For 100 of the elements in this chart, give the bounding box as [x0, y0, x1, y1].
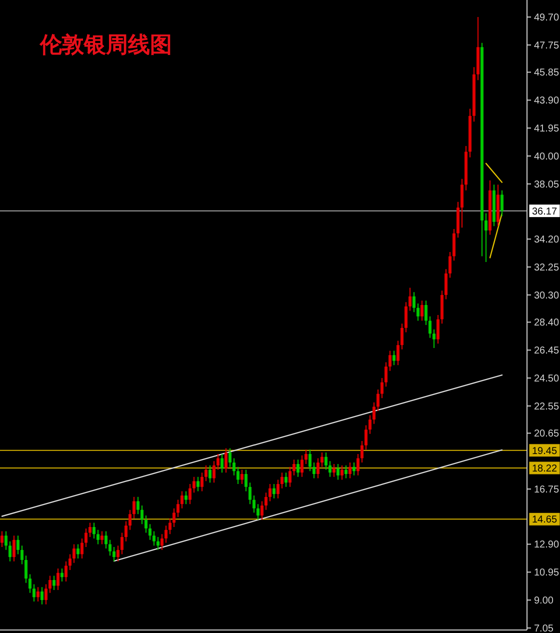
- candlestick: [196, 476, 200, 492]
- candlestick: [28, 574, 32, 594]
- candlestick: [24, 555, 28, 584]
- ref-line-label: 36.17: [532, 206, 558, 218]
- y-tick-label: 32.25: [534, 262, 560, 274]
- candlestick: [360, 440, 364, 464]
- candlestick: [236, 466, 240, 485]
- y-tick-label: 24.50: [534, 374, 560, 385]
- candlestick: [332, 463, 336, 478]
- candlestick: [448, 251, 452, 278]
- candlestick: [244, 469, 248, 492]
- candlestick: [20, 545, 24, 565]
- candlestick: [424, 300, 428, 326]
- candlestick: [48, 575, 52, 594]
- candlestick: [264, 492, 268, 510]
- y-tick-label: 28.40: [534, 318, 560, 329]
- candlestick: [204, 464, 208, 482]
- candlestick: [420, 300, 424, 322]
- candlestick: [64, 560, 68, 582]
- candlestick: [220, 453, 224, 474]
- candlestick: [344, 464, 348, 479]
- y-tick-label: 12.90: [534, 540, 560, 551]
- candlestick: [320, 452, 324, 468]
- ref-line-label: 14.65: [532, 514, 558, 526]
- candlestick: [252, 494, 256, 514]
- candlestick: [248, 482, 252, 505]
- candlestick: [184, 490, 188, 505]
- candlestick: [364, 424, 368, 450]
- candlestick: [52, 575, 56, 591]
- candlestick: [132, 496, 136, 519]
- candlestick: [356, 453, 360, 476]
- candlestick: [400, 323, 404, 350]
- candlestick: [316, 458, 320, 479]
- candlestick: [240, 469, 244, 485]
- candlestick: [460, 178, 464, 228]
- candlestick: [188, 484, 192, 505]
- candlestick: [484, 212, 488, 262]
- candlestick: [88, 522, 92, 538]
- candlestick: [336, 463, 340, 480]
- candlestick: [108, 539, 112, 556]
- candlestick: [112, 546, 116, 562]
- candlestick: [16, 535, 20, 555]
- y-tick-label: 47.75: [534, 40, 560, 52]
- candlestick: [388, 350, 392, 372]
- candlestick: [100, 530, 104, 545]
- candlestick: [36, 586, 40, 602]
- candlestick: [408, 287, 412, 312]
- candlestick: [172, 508, 176, 528]
- text: 伦敦银周线图: [39, 33, 172, 58]
- candlestick: [380, 378, 384, 399]
- candlestick: [120, 532, 124, 555]
- candlestick: [228, 448, 232, 468]
- candlestick: [500, 190, 504, 217]
- candlestick: [160, 534, 164, 550]
- candlestick: [68, 554, 72, 570]
- candlestick: [304, 449, 308, 464]
- candlestick: [56, 568, 60, 591]
- candlestick: [328, 460, 332, 478]
- y-tick-label: 38.05: [534, 179, 560, 190]
- ref-line-label: 19.45: [532, 446, 558, 457]
- y-tick-label: 41.95: [534, 124, 560, 135]
- candlestick: [396, 340, 400, 366]
- candlestick: [144, 515, 148, 534]
- candlestick: [340, 464, 344, 480]
- candlestick: [376, 388, 380, 412]
- candlestick: [4, 530, 8, 550]
- candlestick: [40, 586, 44, 605]
- y-tick-label: 10.95: [534, 568, 560, 579]
- candlestick: [352, 462, 356, 476]
- candlestick: [136, 496, 140, 515]
- candlestick: [368, 414, 372, 434]
- candlestick: [292, 459, 296, 476]
- candlestick: [124, 520, 128, 542]
- candlestick: [392, 350, 396, 366]
- y-tick-label: 43.90: [534, 96, 560, 107]
- candlestick: [12, 535, 16, 562]
- candlestick: [268, 484, 272, 502]
- candlestick: [128, 509, 132, 530]
- candlestick: [92, 522, 96, 539]
- candlestick: [164, 525, 168, 544]
- ref-line-label: 18.22: [532, 463, 558, 474]
- candlestick: [216, 453, 220, 470]
- candlestick: [260, 500, 264, 520]
- y-tick-label: 26.45: [534, 346, 560, 357]
- candlestick: [404, 302, 408, 333]
- candlestick: [32, 584, 36, 602]
- y-tick-label: 20.65: [534, 428, 560, 440]
- candlestick: [272, 484, 276, 499]
- candlestick: [8, 540, 12, 562]
- candlestick: [176, 499, 180, 518]
- candlestick: [452, 228, 456, 262]
- candlestick: [140, 505, 144, 525]
- y-tick-label: 22.55: [534, 401, 560, 412]
- candlestick: [288, 466, 292, 488]
- candlestick: [224, 448, 228, 474]
- y-tick-label: 40.00: [534, 151, 560, 162]
- candlestick: [416, 303, 420, 322]
- candlestick: [76, 544, 80, 560]
- candlestick: [200, 472, 204, 492]
- candlestick: [436, 314, 440, 344]
